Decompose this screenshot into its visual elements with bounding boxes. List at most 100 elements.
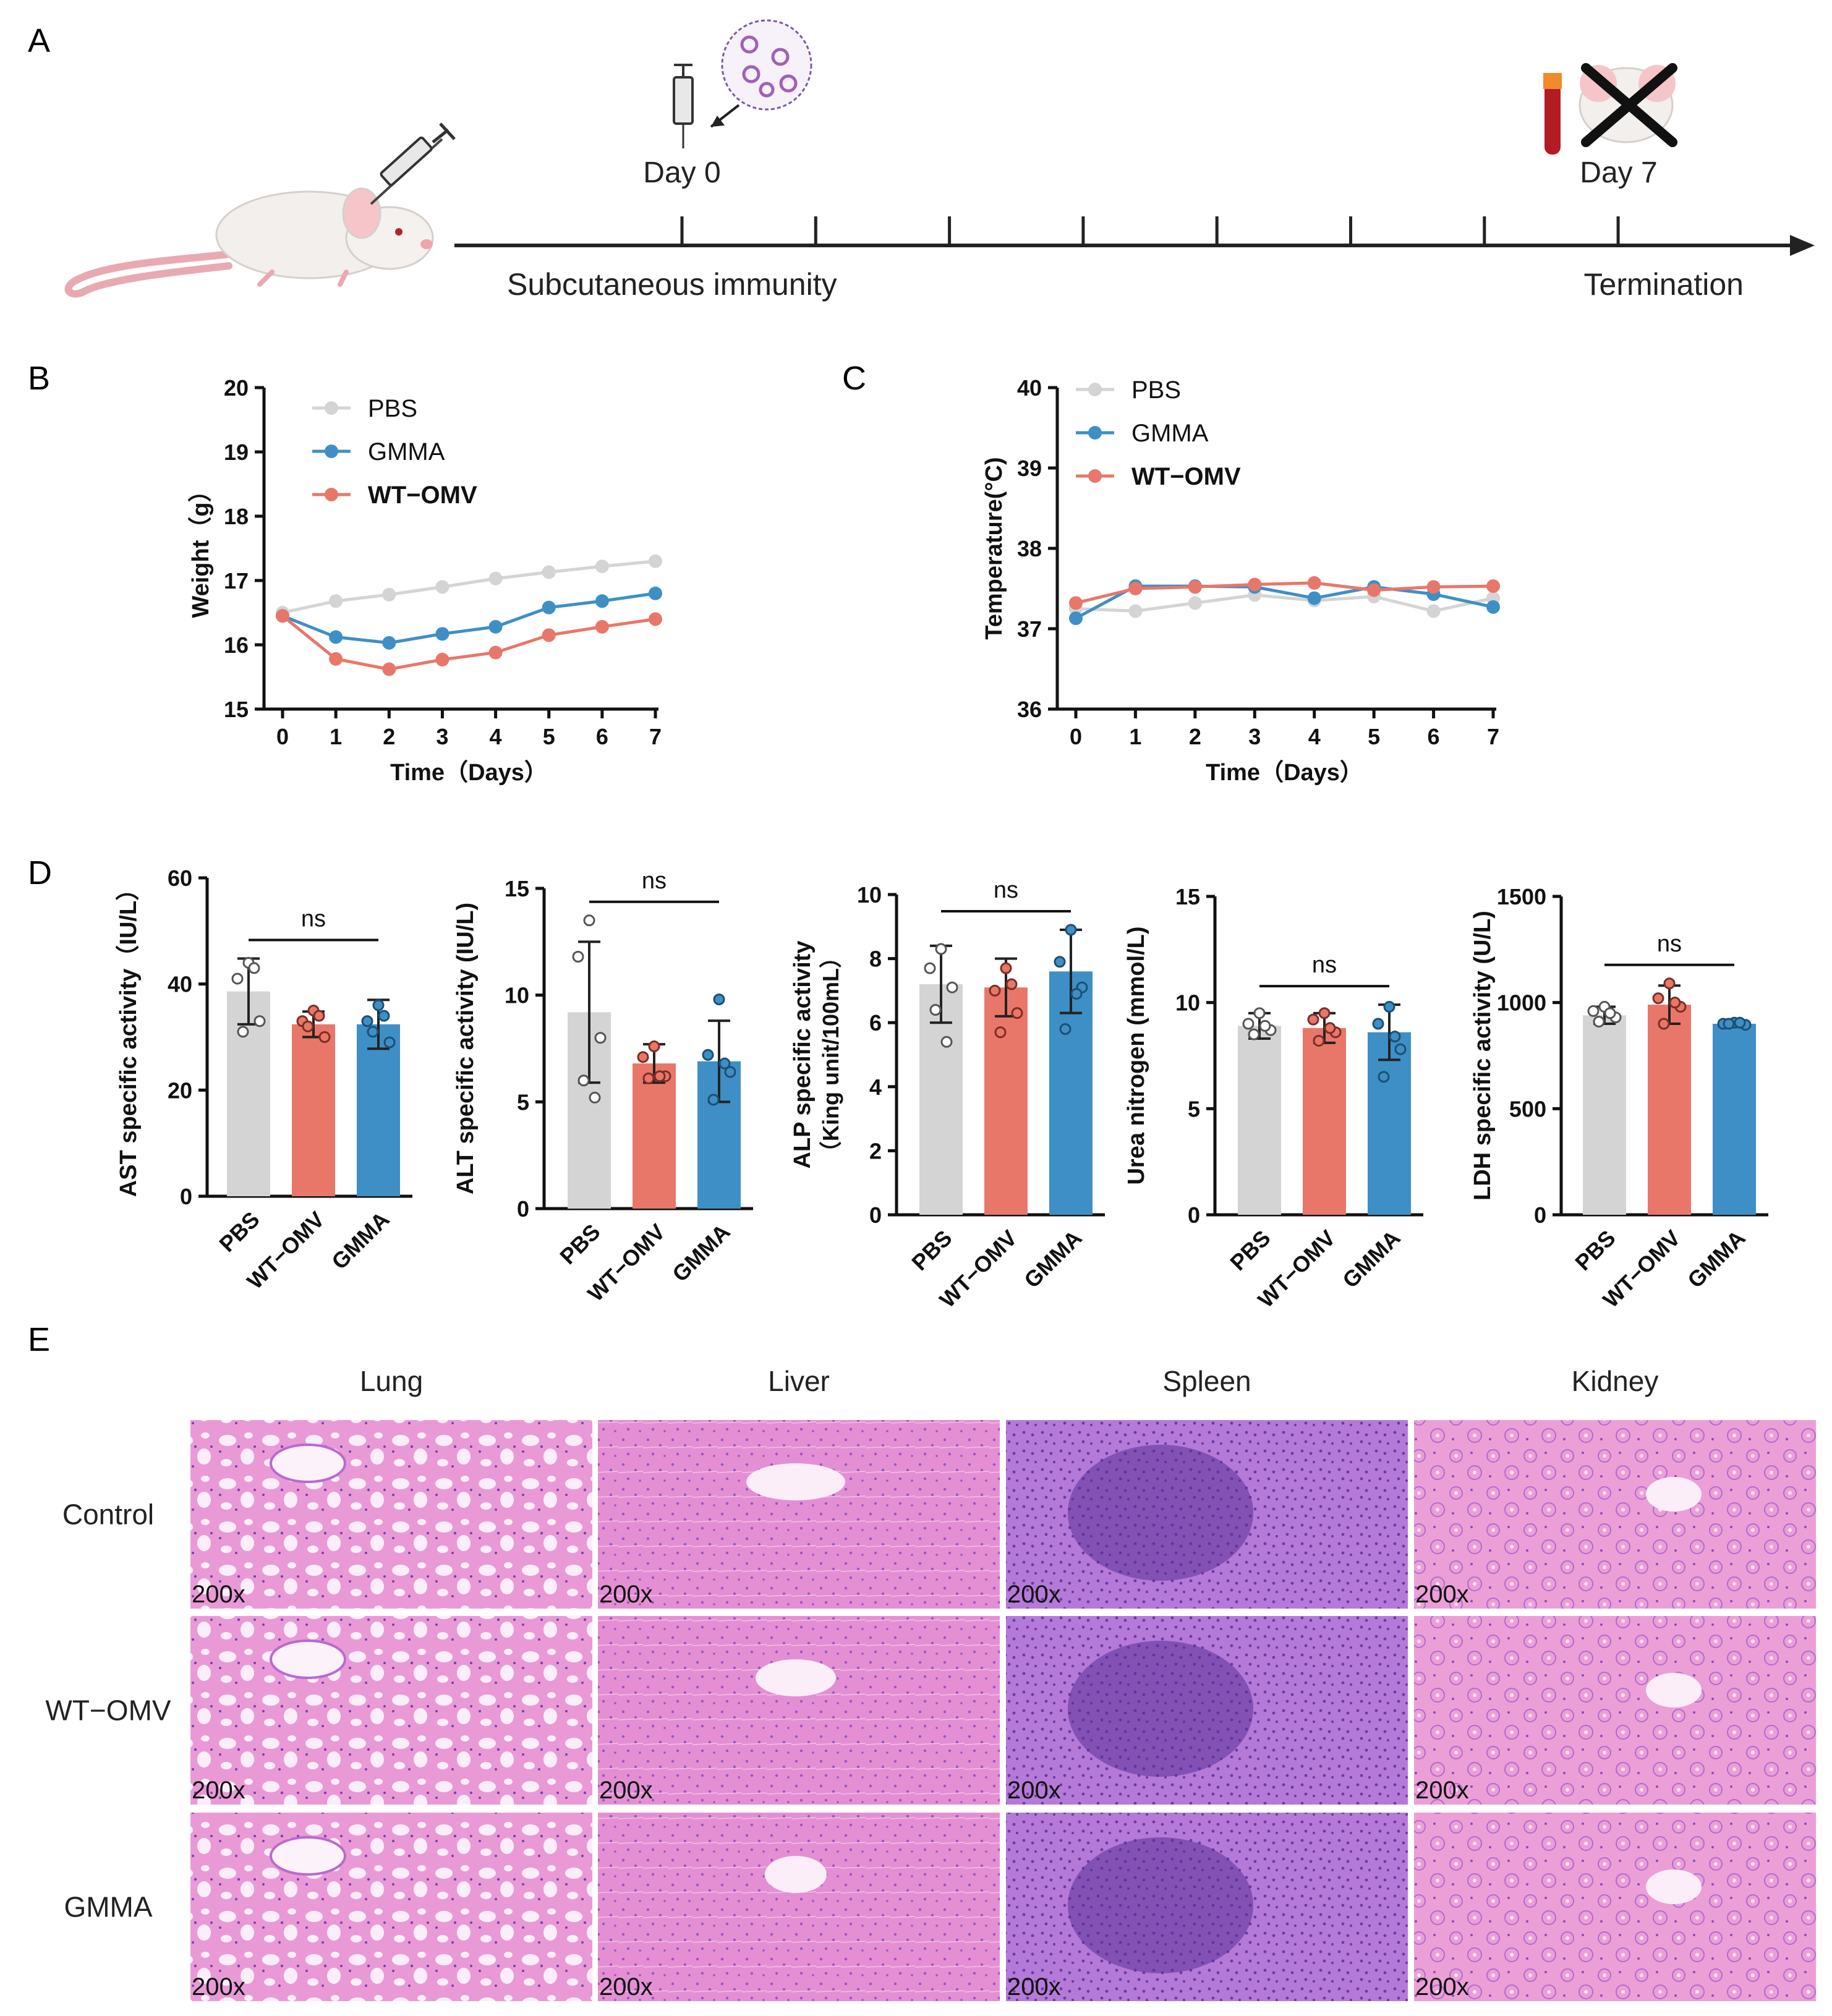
data-point xyxy=(1069,596,1083,610)
series-line-0 xyxy=(282,559,656,615)
category-label: PBS xyxy=(555,1219,605,1269)
bar-gmma xyxy=(1713,1024,1756,1215)
x-tick-label: 5 xyxy=(1368,724,1380,749)
replicate-point xyxy=(702,1048,714,1061)
row-label: Control xyxy=(62,1499,154,1531)
replicate-point xyxy=(361,1015,373,1027)
y-axis-title: LDH specific activity (U/L) xyxy=(1470,911,1496,1201)
magnification-label: 200x xyxy=(599,1777,653,1804)
data-point xyxy=(435,580,449,594)
y-tick-label: 1500 xyxy=(1497,884,1546,909)
replicate-point xyxy=(589,1091,601,1104)
category-label: GMMA xyxy=(1019,1225,1087,1293)
significance-label: ns xyxy=(1312,952,1337,978)
y-tick-label: 40 xyxy=(168,972,192,997)
legend-label: PBS xyxy=(1131,376,1181,404)
replicate-point xyxy=(1318,1007,1331,1019)
legend-label: PBS xyxy=(368,395,417,422)
alp-bar-chart: 0 2 4 6 8 10 ALP specific activity （King unit/1… xyxy=(790,877,1105,1312)
vessel-lumen xyxy=(746,1463,845,1500)
y-axis-title: Urea nitrogen (mmol/L) xyxy=(1123,926,1149,1185)
replicate-point xyxy=(367,1026,379,1038)
y-axis-title: Weight（g） xyxy=(188,478,214,618)
bar-wtomv xyxy=(1648,1005,1691,1215)
magnification-label: 200x xyxy=(1007,1581,1061,1608)
y-tick-label: 0 xyxy=(869,1202,882,1228)
column-header-spleen: Spleen xyxy=(1162,1365,1251,1397)
replicate-point xyxy=(1663,977,1676,990)
y-tick-label: 20 xyxy=(168,1078,192,1103)
replicate-point xyxy=(1394,1043,1407,1055)
legend-marker xyxy=(1088,383,1102,396)
white-pulp-region xyxy=(1068,1641,1253,1777)
y-tick-label: 1000 xyxy=(1497,990,1546,1016)
replicate-point xyxy=(1307,1013,1319,1026)
data-point xyxy=(1486,600,1500,614)
histology-grid: Lung Liver Spleen Kidney Control 200x 200x 200x… xyxy=(45,1365,1816,2001)
syringe-icon xyxy=(370,122,456,205)
y-tick-label: 36 xyxy=(1017,697,1042,722)
data-point xyxy=(382,636,396,650)
data-point xyxy=(329,652,343,666)
white-pulp-region xyxy=(1068,1445,1253,1581)
x-tick-label: 1 xyxy=(1129,724,1141,749)
day0-label: Day 0 xyxy=(643,156,720,189)
replicate-point xyxy=(1723,1018,1735,1030)
data-point xyxy=(488,571,503,585)
replicate-point xyxy=(929,1003,942,1016)
replicate-point xyxy=(1070,988,1083,1000)
replicate-point xyxy=(1059,1023,1072,1036)
legend-marker xyxy=(1088,426,1102,440)
weight-line-chart: 15 16 17 18 19 20 0 1 2 3 4 5 6 7 Time（Days） Weight（g） P… xyxy=(188,375,662,786)
day7-label: Day 7 xyxy=(1580,156,1657,189)
y-tick-label: 38 xyxy=(1017,536,1042,561)
panel-label-c: C xyxy=(842,360,866,397)
histology-image-liver xyxy=(598,1420,1000,1609)
category-label: GMMA xyxy=(1682,1225,1750,1293)
replicate-point xyxy=(1259,1019,1271,1032)
y-tick-label: 8 xyxy=(869,946,882,972)
replicate-point xyxy=(924,962,936,974)
y-axis-title: AST specific activity（IU/L） xyxy=(116,877,142,1197)
replicate-point xyxy=(1604,1007,1616,1019)
magnification-label: 200x xyxy=(1415,1973,1469,2001)
airway-lumen xyxy=(270,1640,346,1679)
y-axis-title: Temperature(°C) xyxy=(981,457,1007,639)
data-point xyxy=(1307,591,1321,605)
replicate-point xyxy=(637,1051,649,1063)
y-tick-label: 0 xyxy=(180,1184,192,1209)
replicate-point xyxy=(237,1026,249,1038)
replicate-point xyxy=(1313,1034,1325,1047)
column-header-kidney: Kidney xyxy=(1572,1365,1659,1397)
replicate-point xyxy=(1242,1018,1255,1030)
panel-label-a: A xyxy=(28,22,50,59)
data-point xyxy=(1128,582,1143,595)
replicate-point xyxy=(378,1010,390,1022)
replicate-point xyxy=(231,972,244,985)
data-point xyxy=(329,594,343,608)
x-tick-label: 7 xyxy=(649,724,662,749)
replicate-point xyxy=(1652,992,1664,1005)
y-tick-label: 10 xyxy=(1175,990,1200,1016)
x-tick-label: 4 xyxy=(1308,724,1321,749)
replicate-point xyxy=(1054,956,1066,968)
replicate-point xyxy=(1383,1001,1395,1013)
replicate-point xyxy=(994,1026,1007,1039)
panel-label-e: E xyxy=(28,1321,50,1358)
y-tick-label: 0 xyxy=(1534,1202,1546,1228)
histology-image-kidney xyxy=(1414,1616,1816,1805)
data-point xyxy=(649,554,662,568)
replicate-point xyxy=(318,1031,331,1043)
replicate-point xyxy=(642,1072,655,1084)
replicate-point xyxy=(248,962,260,974)
timeline-end-label: Termination xyxy=(1584,267,1744,302)
series-line-2 xyxy=(1075,581,1494,605)
significance-label: ns xyxy=(994,877,1018,903)
magnification-label: 200x xyxy=(1415,1581,1469,1608)
y-tick-label: 40 xyxy=(1017,375,1042,401)
data-point xyxy=(435,652,449,666)
data-point xyxy=(542,600,556,615)
